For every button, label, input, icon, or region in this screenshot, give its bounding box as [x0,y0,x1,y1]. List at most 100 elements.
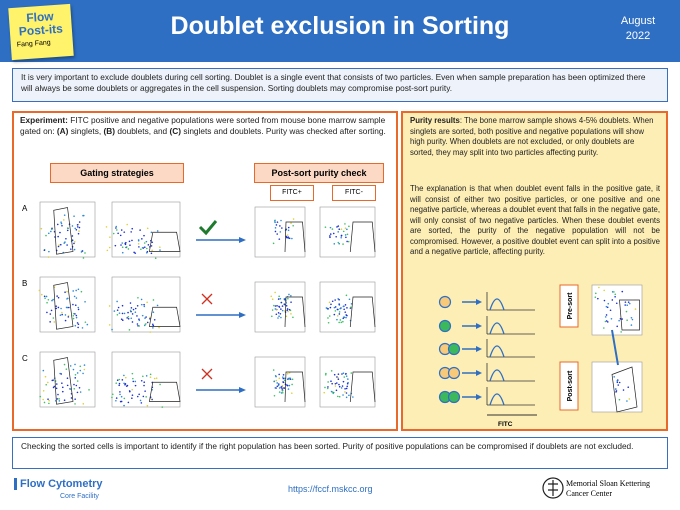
plot-dot [277,298,280,300]
plot-dot [344,234,347,236]
plot-dot [620,331,622,333]
plot-dot [77,326,79,329]
plot-dot [121,304,124,307]
plot-dot [64,319,67,322]
plot-dot [42,369,45,372]
plot-dot [617,384,620,386]
plot-dot [123,382,125,385]
plot-dot [72,303,74,306]
plot-dot [272,242,275,245]
plot-dot [73,295,76,298]
plot-dot [141,314,144,317]
plot-dot [47,398,49,400]
plot-dot [77,288,80,291]
plot-dot [330,390,333,393]
plot-dot [344,223,346,225]
plot-dot [278,295,280,298]
plot-dot [275,313,278,316]
particle [438,319,452,333]
plot-dot [156,230,159,232]
plot-dot [286,308,289,310]
plot-dot [325,307,328,309]
url[interactable]: https://fccf.mskcc.org [288,484,373,494]
plot-dot [270,315,273,318]
plot-dot [126,317,128,319]
plot-dot [134,307,137,310]
gate [148,306,181,327]
plot-dot [279,312,282,315]
plot-dot [130,317,133,320]
plot-dot [60,222,63,225]
plot-dot [289,377,291,379]
plot-dot [132,377,134,380]
cross [201,368,213,380]
plot-dot [119,393,121,396]
plot-dot [66,290,68,293]
plot-dot [138,393,140,396]
plot-dot [38,289,41,292]
plot-dot [59,314,62,317]
label-box [559,284,579,328]
plot-dot [130,307,133,309]
plot-dot [146,321,149,324]
plot-dot [338,303,340,305]
plot-dot [143,305,146,308]
plot-dot [290,294,292,297]
plot-dot [282,376,284,378]
postsort-header: Post-sort purity check [254,163,384,183]
plot-dot [45,383,48,386]
plot-dot [330,370,333,372]
plot-frame [591,284,643,336]
plot-dot [328,315,331,317]
plot-dot [285,304,288,307]
plot-dot [338,321,340,324]
plot-dot [143,384,145,387]
plot-dot [287,310,289,313]
plot-dot [337,225,340,227]
plot-dot [63,242,66,244]
plot-dot [287,226,290,229]
plot-dot [342,317,345,320]
plot-dot [282,374,285,376]
plot-dot [286,384,288,386]
plot-dot [626,400,628,402]
plot-dot [129,390,131,393]
plot-dot [57,306,60,309]
plot-dot [74,304,77,307]
plot-dot [88,389,90,391]
plot-dot [333,306,336,309]
plot-dot [291,392,293,394]
plot-dot [143,303,145,306]
plot-dot [145,375,148,377]
plot-dot [118,384,120,387]
plot-dot [613,291,615,293]
plot-dot [116,300,118,303]
plot-dot [82,257,85,259]
date-month: August [620,15,656,27]
plot-dot [274,220,276,222]
plot-dot [106,249,109,252]
plot-dot [77,323,80,326]
plot-dot [75,228,78,231]
plot-dot [346,240,348,243]
plot-dot [324,373,327,376]
plot-dot [143,381,146,384]
plot-dot [111,396,113,399]
plot-dot [598,286,600,289]
plot-dot [73,248,76,251]
plot-dot [329,236,331,239]
plot-dot [343,376,346,378]
plot-dot [605,320,608,322]
plot-dot [121,319,124,321]
plot-dot [609,309,612,312]
plot-dot [291,237,293,240]
plot-dot [615,388,617,390]
plot-dot [123,374,125,377]
peak [489,369,505,382]
plot-dot [159,246,161,248]
plot-dot [342,394,344,396]
plot-dot [327,386,329,388]
plot-dot [333,373,336,376]
plot-dot [76,226,79,228]
plot-dot [47,381,49,384]
